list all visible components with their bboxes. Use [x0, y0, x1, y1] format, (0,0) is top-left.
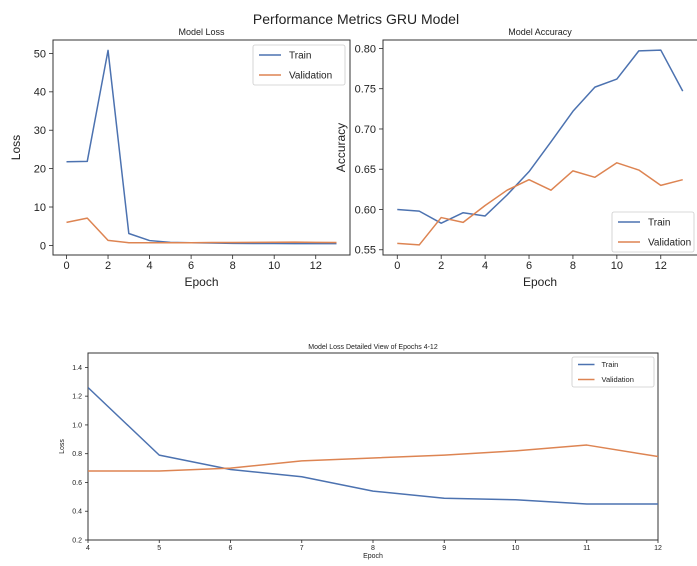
chart-title: Model Loss	[178, 27, 225, 37]
x-tick-label: 6	[526, 260, 532, 272]
x-tick-label: 8	[371, 545, 375, 552]
series-line-validation	[397, 162, 683, 246]
x-axis-label: Epoch	[523, 275, 557, 289]
y-tick-label: 1.0	[72, 422, 82, 429]
y-tick-label: 10	[34, 202, 46, 214]
x-tick-label: 5	[157, 545, 161, 552]
x-tick-label: 11	[583, 545, 590, 552]
x-tick-label: 4	[482, 260, 488, 272]
legend-label-train: Train	[648, 218, 670, 229]
chart-title: Model Accuracy	[508, 27, 572, 37]
x-tick-label: 8	[570, 260, 576, 272]
y-tick-label: 1.4	[72, 365, 82, 372]
y-tick-label: 0.55	[355, 245, 376, 257]
y-axis-label: Accuracy	[334, 123, 348, 172]
x-tick-label: 2	[105, 260, 111, 272]
x-tick-label: 4	[147, 260, 153, 272]
legend: Train Validation	[611, 211, 695, 253]
legend-label-train: Train	[602, 360, 619, 369]
x-tick-label: 7	[300, 545, 304, 552]
y-tick-label: 0.2	[72, 537, 82, 544]
x-axis-label: Epoch	[184, 275, 218, 289]
chart-loss-detail: Model Loss Detailed View of Epochs 4-12 4…	[59, 344, 662, 560]
x-tick-label: 12	[655, 260, 667, 272]
chart-title: Model Loss Detailed View of Epochs 4-12	[308, 344, 438, 351]
y-tick-label: 20	[34, 163, 46, 175]
y-tick-label: 0	[40, 240, 46, 252]
legend-label-validation: Validation	[602, 375, 634, 384]
y-tick-label: 1.2	[72, 394, 82, 401]
y-tick-label: 0.80	[355, 43, 376, 55]
x-tick-label: 0	[394, 260, 400, 272]
legend: Train Validation	[571, 356, 655, 388]
legend-label-train: Train	[289, 51, 311, 62]
series-line-train	[88, 386, 658, 505]
x-tick-label: 10	[611, 260, 623, 272]
chart-loss: Model Loss 0 2 4 6 8 10 12 0 10 20 30 40 50 Epoch Loss T…	[9, 27, 351, 289]
x-axis-label: Epoch	[363, 553, 383, 560]
x-tick-label: 2	[438, 260, 444, 272]
legend-label-validation: Validation	[289, 71, 332, 82]
y-tick-label: 0.65	[355, 164, 376, 176]
x-tick-label: 10	[268, 260, 280, 272]
x-tick-label: 6	[229, 545, 233, 552]
y-tick-label: 0.60	[355, 204, 376, 216]
y-tick-label: 0.6	[72, 480, 82, 487]
x-tick-label: 0	[63, 260, 69, 272]
axes-frame	[52, 39, 351, 256]
y-tick-label: 0.75	[355, 84, 376, 96]
x-tick-label: 12	[310, 260, 322, 272]
y-tick-label: 40	[34, 87, 46, 99]
axes-frame	[382, 39, 697, 256]
y-tick-label: 30	[34, 125, 46, 137]
x-tick-label: 6	[188, 260, 194, 272]
y-tick-label: 0.70	[355, 124, 376, 136]
series-line-validation	[88, 444, 658, 472]
legend-label-validation: Validation	[648, 238, 691, 249]
y-tick-label: 0.4	[72, 509, 82, 516]
figure-suptitle: Performance Metrics GRU Model	[253, 11, 459, 27]
y-axis-label: Loss	[9, 135, 23, 160]
series-line-train	[397, 49, 684, 224]
legend: Train Validation	[252, 44, 346, 86]
x-tick-label: 4	[86, 545, 90, 552]
y-tick-label: 50	[34, 48, 46, 60]
y-tick-label: 0.8	[72, 451, 82, 458]
chart-accuracy: Model Accuracy 0 2 4 6 8 10 12 0.55 0.60 0.65 0.70 0…	[334, 27, 697, 289]
x-tick-label: 8	[230, 260, 236, 272]
y-axis-label: Loss	[59, 439, 66, 454]
series-line-validation	[66, 217, 337, 244]
x-tick-label: 12	[654, 545, 662, 552]
x-tick-label: 9	[442, 545, 446, 552]
x-tick-label: 10	[512, 545, 520, 552]
